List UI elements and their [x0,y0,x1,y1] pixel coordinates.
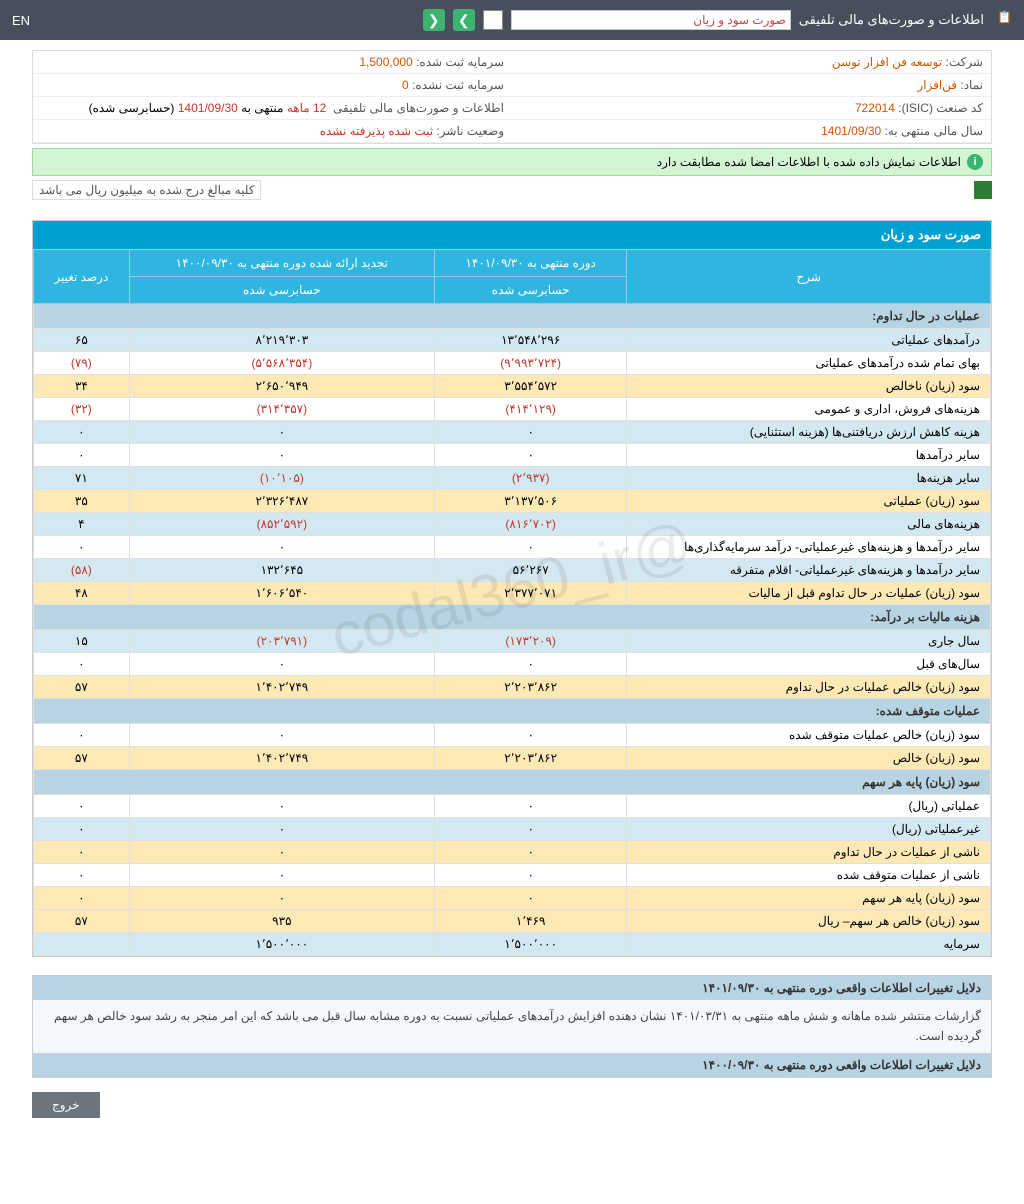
section-header: عملیات متوقف شده: [34,699,991,724]
table-row: ساير هزينه‌ها(۲٬۹۳۷)(۱۰٬۱۰۵)۷۱ [34,467,991,490]
income-statement-table: @codal360_ir صورت سود و زیان شرح دوره من… [32,220,992,957]
nav-prev-icon[interactable]: ❮ [423,9,445,31]
info-icon: i [967,154,983,170]
clipboard-icon: 📋 [992,10,1012,30]
capital-unreg-value: 0 [402,78,409,92]
isic-label: کد صنعت (ISIC): [898,101,983,115]
report-type: اطلاعات و صورت‌های مالی تلفیقی [333,101,504,115]
table-row: هزينه‌های فروش، اداری و عمومی(۴۱۴٬۱۲۹)(۳… [34,398,991,421]
nav-next-icon[interactable]: ❯ [453,9,475,31]
currency-note: کلیه مبالغ درج شده به میلیون ریال می باش… [32,180,261,200]
small-select[interactable]: ▾ [483,10,503,30]
table-row: ناشی از عمليات در حال تداوم۰۰۰ [34,841,991,864]
table-row: بهای تمام شده درآمدهای عملیاتی(۹٬۹۹۳٬۷۲۴… [34,352,991,375]
table-row: ساير درآمدها و هزينه‌های غيرعملياتی- اقل… [34,559,991,582]
table-row: سود (زيان) خالص۲٬۲۰۳٬۸۶۲۱٬۴۰۲٬۷۴۹۵۷ [34,747,991,770]
isic-value: 722014 [855,101,895,115]
footer-notes: دلایل تغییرات اطلاعات واقعی دوره منتهی ب… [32,975,992,1078]
table-row: هزينه کاهش ارزش دريافتنی‌ها (هزينه استثن… [34,421,991,444]
footer-head-1: دلایل تغییرات اطلاعات واقعی دوره منتهی ب… [33,976,991,1000]
th-col2: تجدید ارائه شده دوره منتهی به ۱۴۰۰/۰۹/۳۰ [129,250,434,277]
company-label: شرکت: [945,55,983,69]
table-row: سود (زيان) عمليات در حال تداوم قبل از ما… [34,582,991,605]
th-col1: دوره منتهی به ۱۴۰۱/۰۹/۳۰ [435,250,627,277]
excel-icon[interactable] [974,181,992,199]
fiscal-value: 1401/09/30 [821,124,881,138]
capital-reg-label: سرمایه ثبت شده: [416,55,504,69]
table-row: سرمايه۱٬۵۰۰٬۰۰۰۱٬۵۰۰٬۰۰۰ [34,933,991,956]
lang-toggle[interactable]: EN [12,13,30,28]
symbol-label: نماد: [960,78,983,92]
table-row: سود (زيان) خالص عمليات متوقف شده۰۰۰ [34,724,991,747]
footer-head-2: دلایل تغییرات اطلاعات واقعی دوره منتهی ب… [33,1053,991,1077]
th-pct: درصد تغيير [34,250,130,304]
table-row: غيرعملياتی (ريال)۰۰۰ [34,818,991,841]
status-value: ثبت شده پذیرفته نشده [320,124,433,138]
fiscal-label: سال مالی منتهی به: [885,124,983,138]
table-row: ناشی از عمليات متوقف شده۰۰۰ [34,864,991,887]
table-row: هزينه‌های مالی(۸۱۶٬۷۰۲)(۸۵۲٬۵۹۲)۴ [34,513,991,536]
page-title: اطلاعات و صورت‌های مالی تلفیقی [799,12,984,28]
capital-unreg-label: سرمایه ثبت نشده: [412,78,504,92]
table-row: عملياتی (ريال)۰۰۰ [34,795,991,818]
report-dropdown[interactable]: صورت سود و زیان [511,10,791,30]
table-row: ساير درآمدها و هزينه‌های غيرعملياتی- درآ… [34,536,991,559]
section-header: سود (زيان) پايه هر سهم [34,770,991,795]
th-col1-sub: حسابرسی شده [435,277,627,304]
top-bar: 📋 اطلاعات و صورت‌های مالی تلفیقی صورت سو… [0,0,1024,40]
company-value: توسعه فن افزار توسن [832,55,942,69]
table-row: سود (زيان) ناخالص۳٬۵۵۴٬۵۷۲۲٬۶۵۰٬۹۴۹۳۴ [34,375,991,398]
th-col2-sub: حسابرسی شده [129,277,434,304]
capital-reg-value: 1,500,000 [359,55,412,69]
footer-body-1: گزارشات منتشر شده ماهانه و شش ماهه منتهی… [33,1000,991,1053]
table-row: سود (زيان) عملياتی۳٬۱۳۷٬۵۰۶۲٬۳۲۶٬۴۸۷۳۵ [34,490,991,513]
table-row: سال جاری(۱۷۳٬۲۰۹)(۲۰۳٬۷۹۱)۱۵ [34,630,991,653]
verified-banner: i اطلاعات نمایش داده شده با اطلاعات امضا… [32,148,992,176]
table-row: درآمدهای عملیاتی۱۳٬۵۴۸٬۲۹۶۸٬۲۱۹٬۳۰۳۶۵ [34,329,991,352]
section-header: هزینه مالیات بر درآمد: [34,605,991,630]
info-panel: شرکت: توسعه فن افزار توسن سرمایه ثبت شده… [32,50,992,144]
table-row: سود (زيان) خالص عمليات در حال تداوم۲٬۲۰۳… [34,676,991,699]
verified-text: اطلاعات نمایش داده شده با اطلاعات امضا ش… [657,155,961,169]
section-header: عملیات در حال تداوم: [34,304,991,329]
table-row: سود (زيان) پايه هر سهم۰۰۰ [34,887,991,910]
th-desc: شرح [627,250,991,304]
table-title: صورت سود و زیان [33,221,991,249]
table-row: سال‌های قبل۰۰۰ [34,653,991,676]
exit-button[interactable]: خروج [32,1092,100,1118]
table-row: ساير درآمدها۰۰۰ [34,444,991,467]
status-label: وضعیت ناشر: [436,124,504,138]
symbol-value: فن‌افزار [917,78,957,92]
table-row: سود (زيان) خالص هر سهم– ريال۱٬۴۶۹۹۳۵۵۷ [34,910,991,933]
